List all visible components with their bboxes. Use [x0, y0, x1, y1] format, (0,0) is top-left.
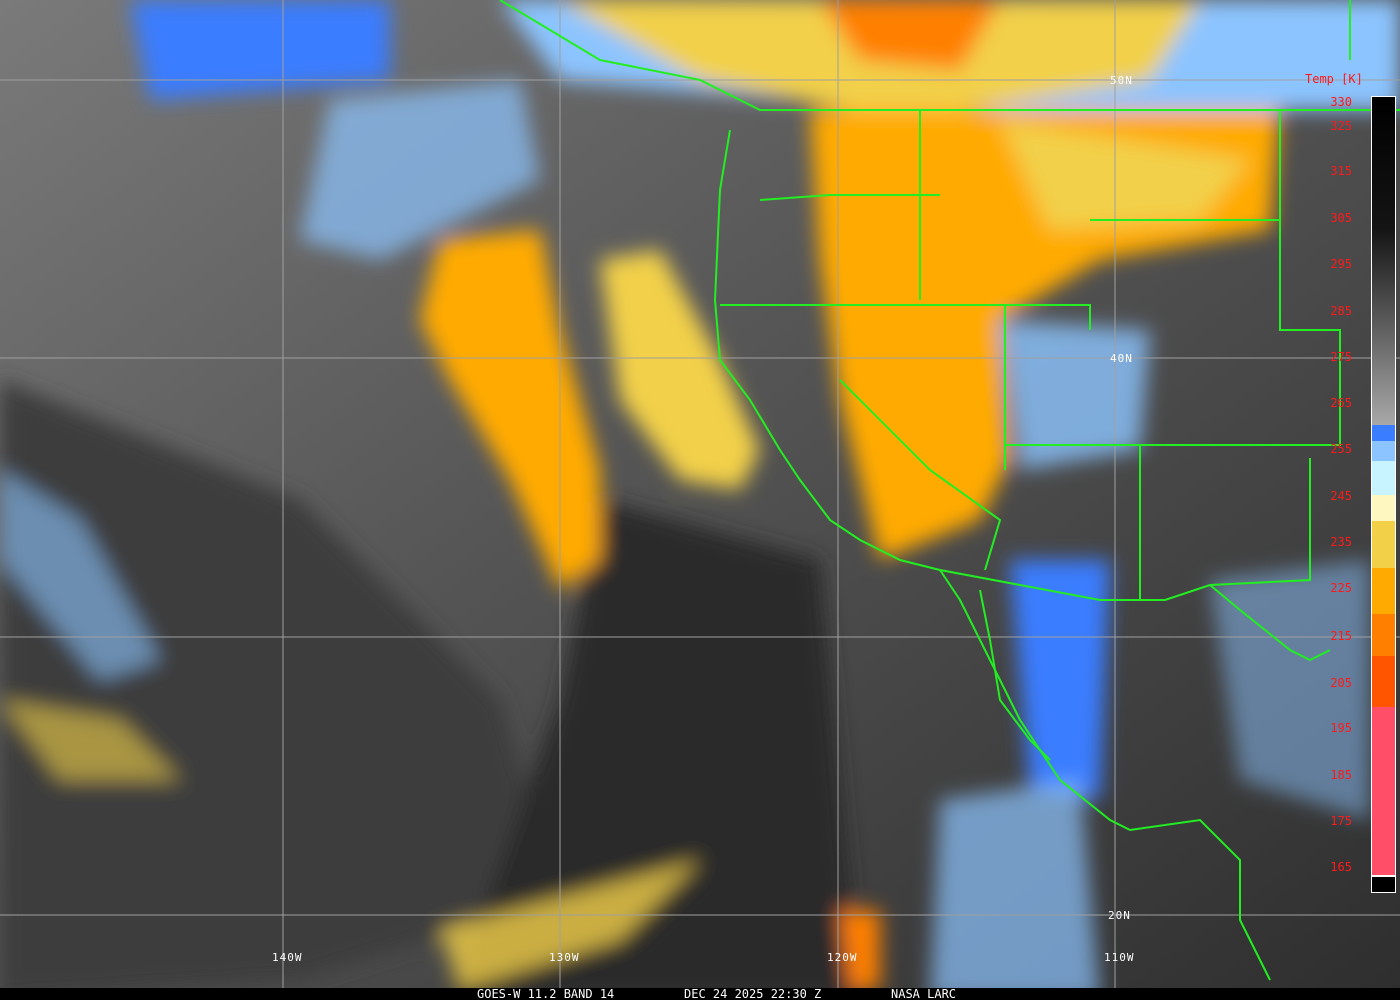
- colorbar-segment: [1372, 614, 1395, 656]
- colorbar-label: 315: [1330, 164, 1352, 178]
- colorbar-segment: [1372, 521, 1395, 568]
- temperature-colorbar: [1371, 96, 1396, 893]
- lon-label-130w: 130W: [549, 951, 580, 964]
- colorbar-segment: [1372, 656, 1395, 707]
- lat-label-50n: 50N: [1110, 74, 1133, 87]
- colorbar-segment: [1372, 568, 1395, 614]
- lat-label-40n: 40N: [1110, 352, 1133, 365]
- colorbar-label: 195: [1330, 721, 1352, 735]
- colorbar-label: 175: [1330, 814, 1352, 828]
- caption-datetime: DEC 24 2025 22:30 Z: [684, 987, 822, 1000]
- colorbar-segment: [1372, 461, 1395, 495]
- lon-label-110w: 110W: [1104, 951, 1135, 964]
- colorbar-label: 245: [1330, 489, 1352, 503]
- colorbar-label: 295: [1330, 257, 1352, 271]
- colorbar-label: 215: [1330, 629, 1352, 643]
- colorbar-label: 225: [1330, 581, 1352, 595]
- colorbar-segment: [1372, 425, 1395, 441]
- colorbar-segment: [1372, 707, 1395, 875]
- colorbar-label: 185: [1330, 768, 1352, 782]
- caption-product: GOES-W 11.2 BAND 14: [477, 987, 615, 1000]
- colorbar-label: 285: [1330, 304, 1352, 318]
- colorbar-label: 330: [1330, 95, 1352, 109]
- colorbar-segment: [1372, 495, 1395, 521]
- colorbar-title: Temp [K]: [1305, 72, 1363, 86]
- lat-label-20n: 20N: [1108, 909, 1131, 922]
- colorbar-label: 305: [1330, 211, 1352, 225]
- colorbar-label: 275: [1330, 350, 1352, 364]
- colorbar-label: 235: [1330, 535, 1352, 549]
- colorbar-label: 255: [1330, 442, 1352, 456]
- caption-credit: NASA LARC: [891, 987, 957, 1000]
- colorbar-label: 205: [1330, 676, 1352, 690]
- colorbar-label: 325: [1330, 119, 1352, 133]
- colorbar-segment: [1372, 97, 1395, 425]
- lon-label-120w: 120W: [827, 951, 858, 964]
- colorbar-label: 265: [1330, 396, 1352, 410]
- colorbar-segment: [1372, 877, 1395, 892]
- colorbar-segment: [1372, 875, 1395, 877]
- colorbar-segment: [1372, 441, 1395, 461]
- political-borders: [499, 0, 1400, 981]
- colorbar-label: 165: [1330, 860, 1352, 874]
- lon-label-140w: 140W: [272, 951, 303, 964]
- image-caption: GOES-W 11.2 BAND 14 DEC 24 2025 22:30 Z …: [0, 988, 1400, 1000]
